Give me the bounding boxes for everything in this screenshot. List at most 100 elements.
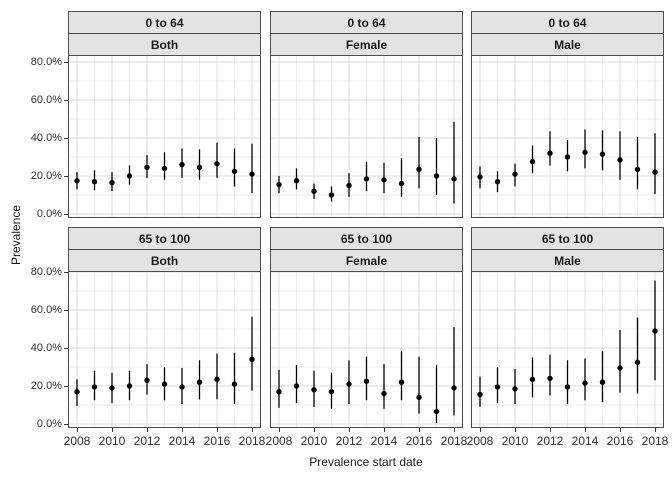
x-tick-label: 2010 <box>300 434 328 448</box>
x-axis-title: Prevalence start date <box>309 455 423 469</box>
y-tick-label: 60.0% <box>30 94 62 106</box>
strip-age-group: 65 to 100 <box>471 227 664 250</box>
x-tick-mark <box>480 428 481 432</box>
point-estimate <box>529 376 536 383</box>
y-tick-mark <box>64 424 68 425</box>
y-tick-mark <box>64 100 68 101</box>
panel-plot <box>68 271 261 428</box>
strip-age-group: 0 to 64 <box>270 11 463 34</box>
strip-sex: Both <box>68 33 261 56</box>
point-estimate <box>346 381 352 387</box>
x-tick-mark <box>112 428 113 432</box>
x-tick-label: 2018 <box>440 434 468 448</box>
point-estimate <box>249 171 255 177</box>
point-estimate <box>477 391 483 398</box>
x-tick-mark <box>620 428 621 432</box>
point-estimate <box>346 182 352 189</box>
x-tick-mark <box>279 428 280 432</box>
strip-sex: Female <box>270 33 463 56</box>
point-estimate <box>512 386 518 392</box>
point-estimate <box>144 377 150 383</box>
point-estimate <box>328 192 335 198</box>
point-estimate <box>74 389 80 395</box>
point-estimate <box>451 176 457 182</box>
x-tick-label: 2010 <box>98 434 126 448</box>
panel-plot <box>270 55 463 218</box>
point-estimate <box>91 179 98 185</box>
point-estimate <box>276 181 282 188</box>
strip-sex: Both <box>68 249 261 272</box>
point-estimate <box>144 164 150 171</box>
y-tick-label: 60.0% <box>30 304 62 316</box>
x-tick-mark <box>419 428 420 432</box>
point-estimate <box>109 385 115 391</box>
point-estimate <box>196 164 203 171</box>
point-estimate <box>381 177 387 183</box>
point-estimate <box>416 166 422 173</box>
x-tick-label: 2010 <box>501 434 529 448</box>
x-tick-mark <box>585 428 586 432</box>
x-tick-label: 2018 <box>641 434 669 448</box>
point-estimate <box>494 179 501 185</box>
point-estimate <box>311 387 317 393</box>
x-tick-mark <box>515 428 516 432</box>
point-estimate <box>564 384 571 390</box>
point-estimate <box>196 379 203 385</box>
point-estimate <box>74 178 80 184</box>
x-tick-label: 2012 <box>133 434 161 448</box>
x-tick-label: 2014 <box>571 434 599 448</box>
point-estimate <box>381 390 387 397</box>
point-estimate <box>363 378 370 384</box>
panel-plot <box>471 55 664 218</box>
y-tick-mark <box>64 310 68 311</box>
x-tick-label: 2012 <box>335 434 363 448</box>
point-estimate <box>416 394 422 401</box>
y-tick-label: 80.0% <box>30 266 62 278</box>
point-estimate <box>547 375 553 382</box>
y-tick-label: 40.0% <box>30 342 62 354</box>
x-tick-label: 2018 <box>238 434 266 448</box>
point-estimate <box>231 168 238 174</box>
y-tick-mark <box>64 214 68 215</box>
x-tick-mark <box>252 428 253 432</box>
panel-plot <box>270 271 463 428</box>
x-tick-mark <box>384 428 385 432</box>
point-estimate <box>582 380 588 386</box>
point-estimate <box>398 379 405 385</box>
x-tick-mark <box>182 428 183 432</box>
y-tick-label: 0.0% <box>36 208 62 220</box>
x-tick-mark <box>217 428 218 432</box>
y-tick-mark <box>64 348 68 349</box>
point-estimate <box>652 169 658 175</box>
point-estimate <box>363 176 370 182</box>
point-estimate <box>126 173 133 179</box>
strip-age-group: 65 to 100 <box>68 227 261 250</box>
point-estimate <box>276 389 282 395</box>
point-estimate <box>582 149 588 155</box>
strip-age-group: 65 to 100 <box>270 227 463 250</box>
point-estimate <box>547 150 553 156</box>
x-tick-label: 2012 <box>536 434 564 448</box>
x-tick-mark <box>655 428 656 432</box>
point-estimate <box>477 174 483 180</box>
point-estimate <box>599 151 606 157</box>
point-estimate <box>451 385 457 391</box>
point-estimate <box>249 356 255 363</box>
point-estimate <box>293 383 300 389</box>
strip-sex: Male <box>471 249 664 272</box>
point-estimate <box>293 178 300 184</box>
y-tick-mark <box>64 138 68 139</box>
x-tick-label: 2008 <box>466 434 494 448</box>
y-tick-mark <box>64 272 68 273</box>
x-tick-label: 2008 <box>265 434 293 448</box>
point-estimate <box>617 365 623 371</box>
x-tick-mark <box>550 428 551 432</box>
x-tick-label: 2016 <box>405 434 433 448</box>
point-estimate <box>126 383 133 389</box>
strip-age-group: 0 to 64 <box>471 11 664 34</box>
point-estimate <box>179 161 185 168</box>
point-estimate <box>179 384 185 390</box>
strip-sex: Female <box>270 249 463 272</box>
point-estimate <box>599 379 606 385</box>
